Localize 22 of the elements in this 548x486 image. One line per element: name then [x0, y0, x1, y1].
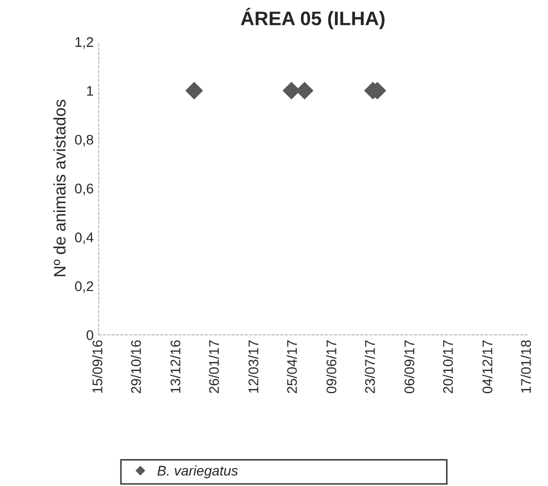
y-tick-label: 1: [87, 86, 94, 96]
y-tick-label: 0,6: [75, 184, 94, 196]
y-axis-title: Nº de animais avistados: [53, 100, 66, 276]
y-tick-label: 1,2: [76, 37, 94, 49]
y-tick-label: 0: [86, 330, 94, 340]
x-tick-label: 15/09/16: [92, 340, 102, 393]
x-tick-label: 13/12/16: [170, 340, 180, 393]
y-tick-label: 0,2: [75, 281, 94, 293]
x-tick-label: 04/12/17: [482, 340, 492, 394]
x-tick-label: 25/04/17: [286, 340, 297, 394]
x-tick-label: 12/03/17: [248, 340, 258, 393]
y-tick-label: 0,4: [75, 232, 94, 244]
x-tick-label: 29/10/16: [130, 340, 141, 394]
x-tick-label: 23/07/17: [364, 340, 375, 394]
x-tick-label: 09/06/17: [326, 340, 336, 394]
x-tick-label: 17/01/18: [520, 340, 531, 393]
x-tick-label: 26/01/17: [208, 340, 219, 394]
x-tick-label: 20/10/17: [442, 340, 453, 394]
legend-label: B. variegatus: [157, 465, 238, 478]
y-tick-label: 0,8: [75, 134, 94, 146]
x-tick-label: 06/09/17: [404, 340, 414, 394]
chart-title: ÁREA 05 (ILHA): [240, 8, 384, 30]
